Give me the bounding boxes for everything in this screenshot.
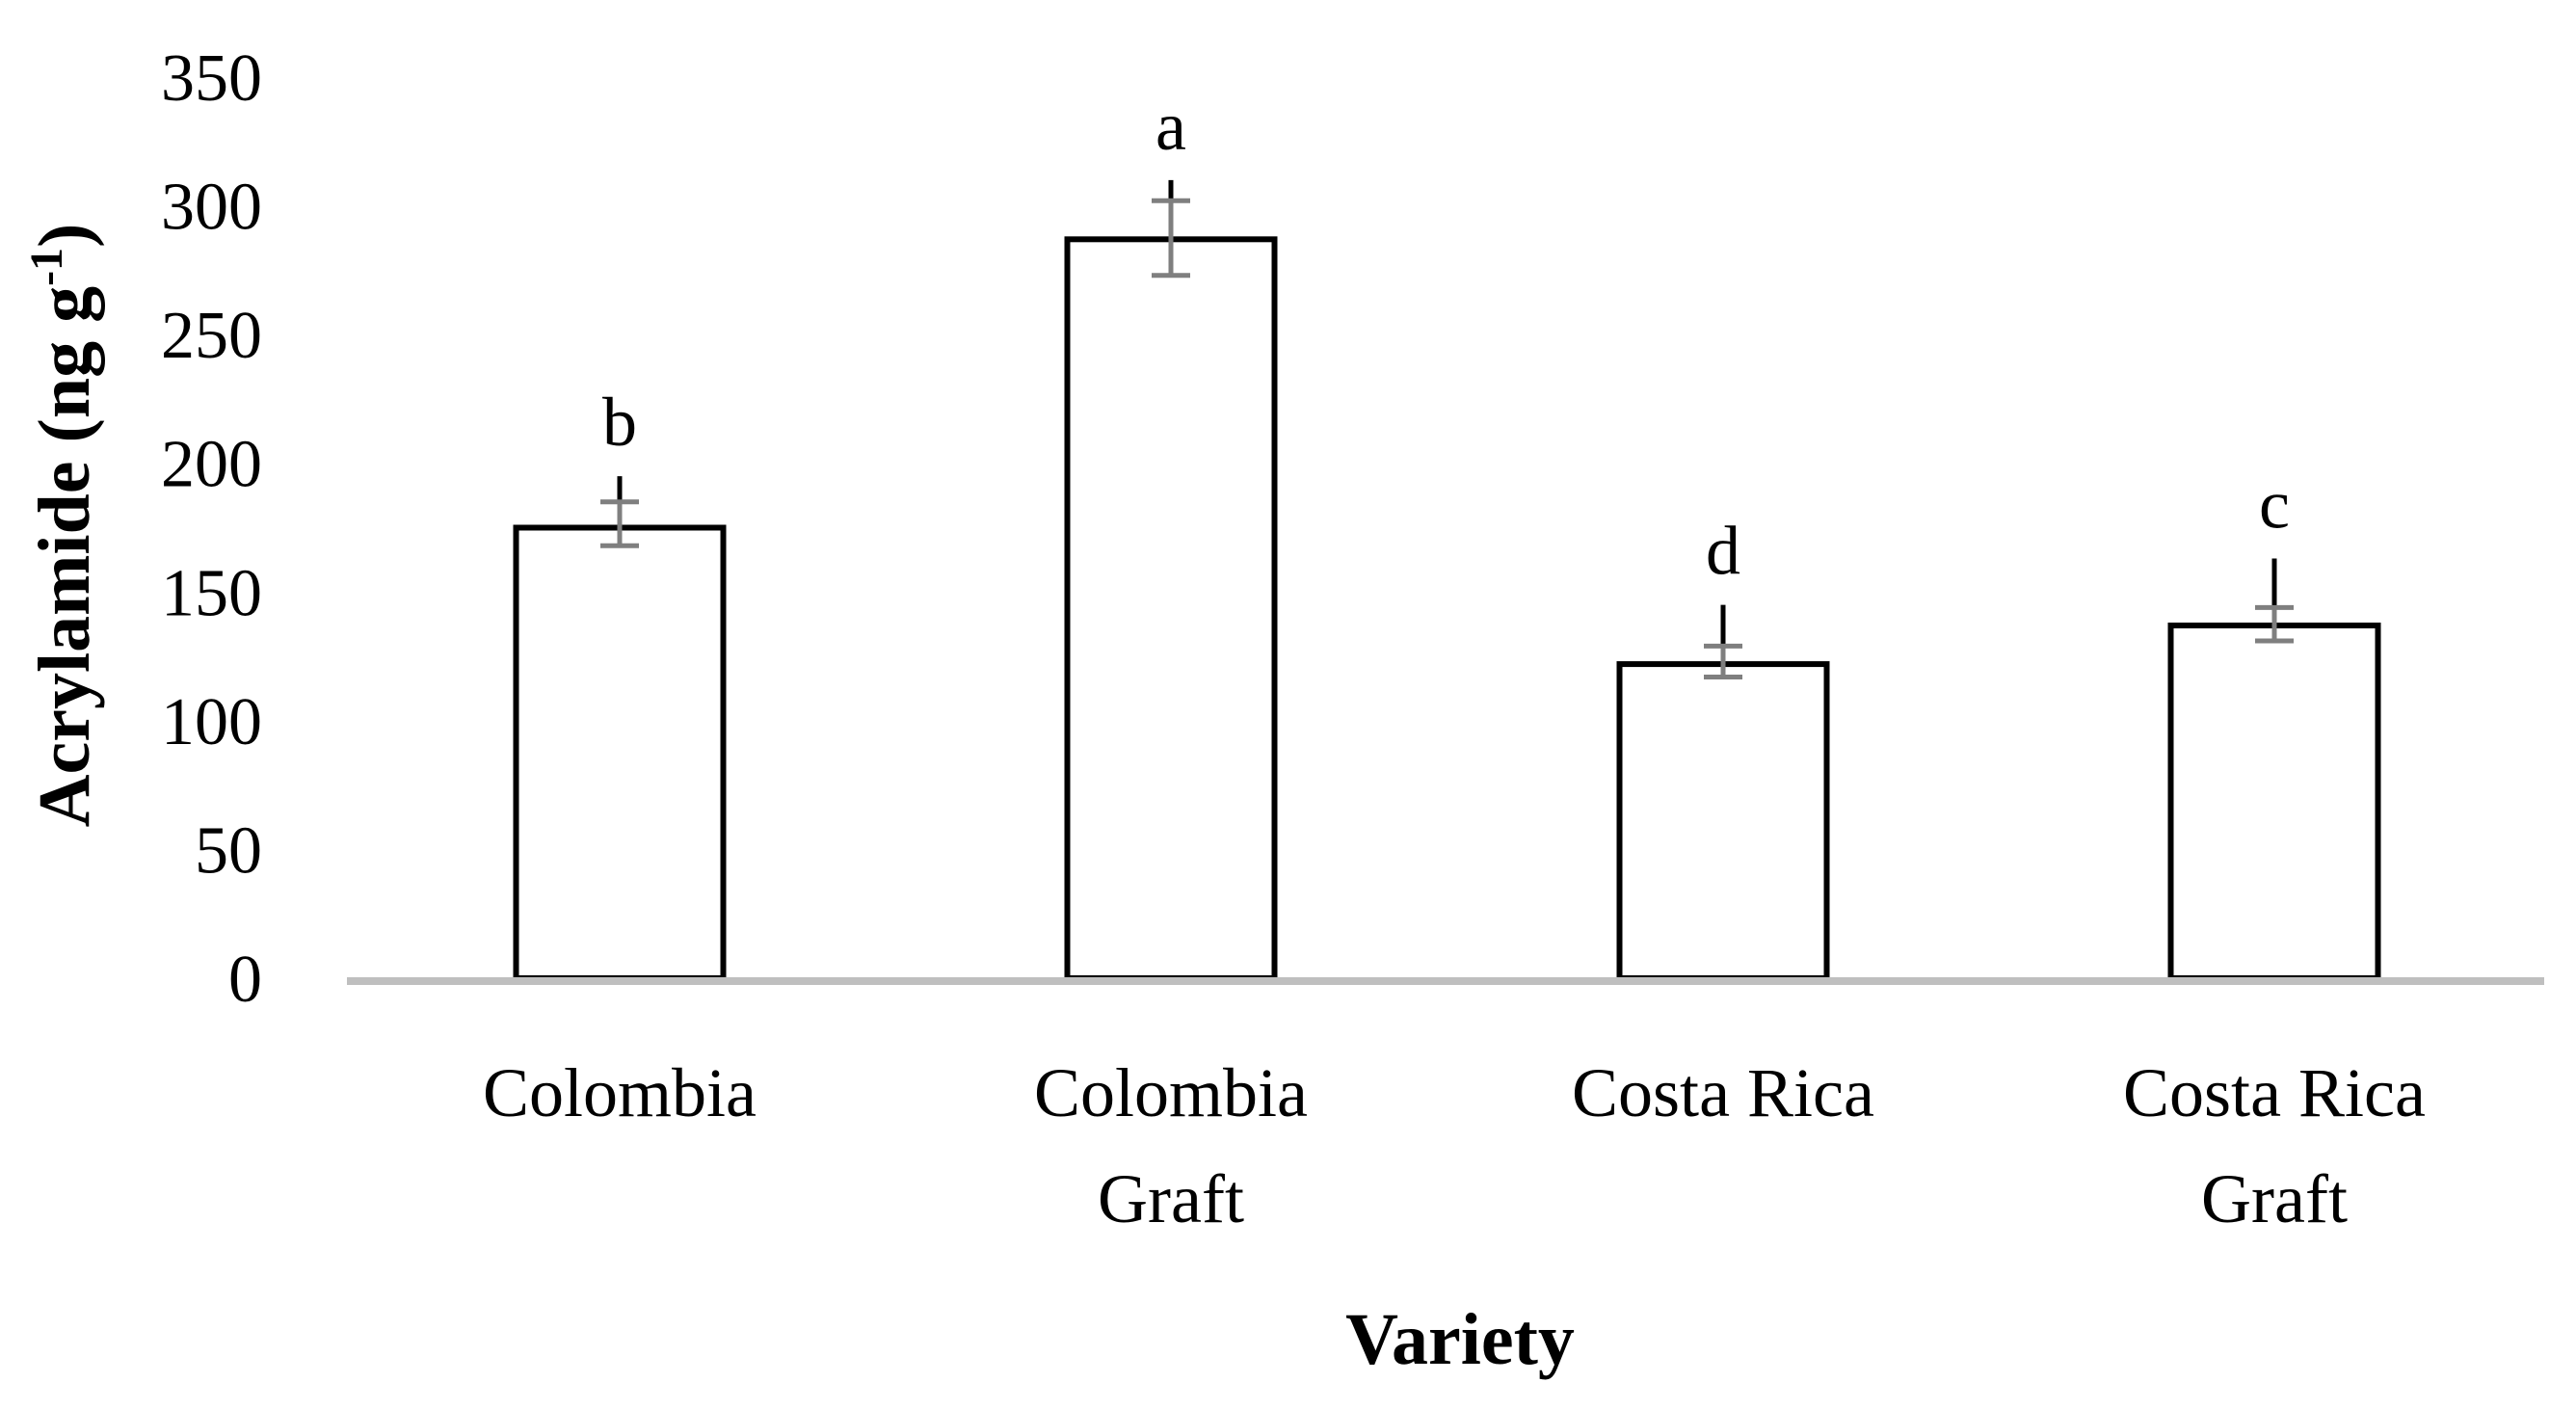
- y-axis-title-superscript: -1: [21, 248, 72, 286]
- y-tick-label: 350: [161, 41, 262, 116]
- x-axis-title: Variety: [1345, 1299, 1575, 1380]
- x-tick-label: Graft: [1098, 1160, 1244, 1237]
- y-tick-label: 200: [161, 428, 262, 502]
- bar: [1064, 236, 1278, 982]
- x-tick-label: Costa Rica: [1572, 1054, 1874, 1131]
- y-axis-ticks: 0 50 100 150 200 250 300 350: [161, 41, 262, 1017]
- y-tick-label: 300: [161, 171, 262, 245]
- bar: [1616, 661, 1830, 981]
- y-tick-label: 100: [161, 685, 262, 759]
- significance-label: b: [602, 384, 637, 461]
- bar: [2167, 623, 2381, 981]
- x-tick-label: Graft: [2201, 1160, 2348, 1237]
- x-tick-label: Colombia: [1034, 1054, 1308, 1131]
- significance-label: c: [2259, 466, 2290, 544]
- bar: [513, 524, 727, 981]
- y-tick-label: 150: [161, 556, 262, 630]
- y-axis-title: Acrylamide (ng g-1): [21, 224, 105, 828]
- significance-label: a: [1155, 88, 1186, 165]
- significance-labels: b a d c: [602, 88, 2290, 590]
- significance-label: d: [1706, 513, 1740, 590]
- y-axis-title-main: Acrylamide (ng g: [24, 286, 105, 827]
- y-axis-title-close: ): [24, 224, 105, 248]
- y-tick-label: 250: [161, 299, 262, 373]
- error-bars: [600, 179, 2294, 679]
- category-labels: Colombia Colombia Graft Costa Rica Costa Ric…: [483, 1054, 2426, 1237]
- x-tick-label: Costa Rica: [2123, 1054, 2426, 1131]
- bars: [513, 236, 2381, 982]
- x-tick-label: Colombia: [483, 1054, 757, 1131]
- y-tick-label: 50: [195, 813, 262, 888]
- y-tick-label: 0: [228, 943, 262, 1017]
